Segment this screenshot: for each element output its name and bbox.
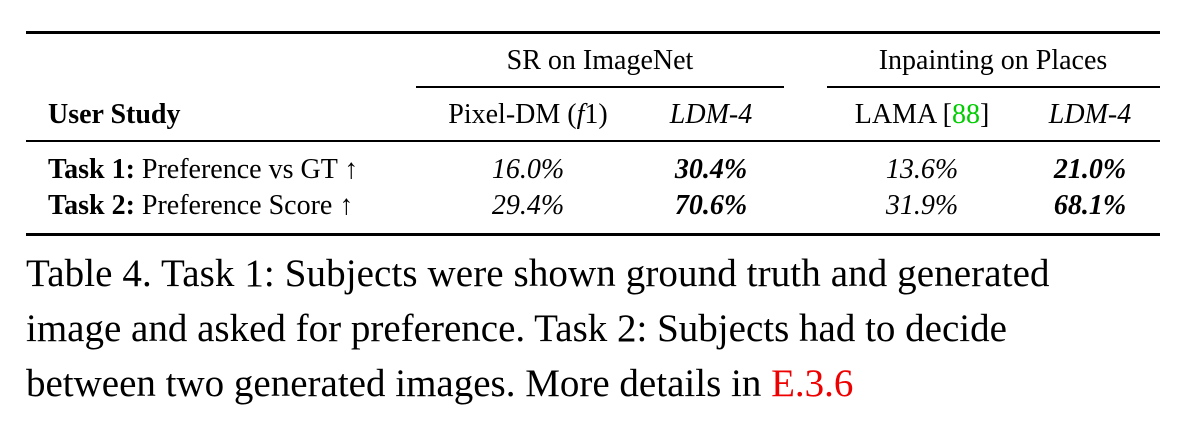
table-top-rule bbox=[26, 31, 1160, 34]
table-header-rule bbox=[26, 140, 1160, 142]
citation-link-88[interactable]: 88 bbox=[951, 99, 980, 130]
cell-task2-pixel-dm: 29.4% bbox=[491, 190, 565, 221]
caption-ref-link[interactable]: E.3.6 bbox=[771, 362, 854, 405]
cell-task1-lama: 13.6% bbox=[885, 154, 959, 185]
column-header-lama: LAMA [88] bbox=[854, 99, 990, 130]
row-header-user-study: User Study bbox=[48, 99, 181, 130]
caption-line-2: image and asked for preference. Task 2: … bbox=[26, 307, 1007, 350]
group-rule-sr-imagenet bbox=[416, 86, 784, 88]
group-header-inpainting-places: Inpainting on Places bbox=[878, 45, 1108, 76]
group-rule-inpainting-places bbox=[827, 86, 1160, 88]
caption-line-3: between two generated images. More detai… bbox=[26, 362, 854, 405]
cell-task2-ldm4-inpainting: 68.1% bbox=[1053, 190, 1127, 221]
group-header-sr-imagenet: SR on ImageNet bbox=[506, 45, 694, 76]
cell-task2-ldm4-sr: 70.6% bbox=[674, 190, 748, 221]
table-bottom-rule bbox=[26, 233, 1160, 236]
table-row-task1-label: Task 1: Preference vs GT ↑ bbox=[48, 154, 359, 185]
cell-task1-pixel-dm: 16.0% bbox=[491, 154, 565, 185]
column-header-ldm4-sr: LDM-4 bbox=[669, 99, 753, 130]
cell-task2-lama: 31.9% bbox=[885, 190, 959, 221]
table-row-task2-label: Task 2: Preference Score ↑ bbox=[48, 190, 354, 221]
caption-line-1: Table 4. Task 1: Subjects were shown gro… bbox=[26, 252, 1050, 295]
cell-task1-ldm4-inpainting: 21.0% bbox=[1053, 154, 1127, 185]
column-header-ldm4-inpainting: LDM-4 bbox=[1048, 99, 1132, 130]
cell-task1-ldm4-sr: 30.4% bbox=[674, 154, 748, 185]
column-header-pixel-dm: Pixel-DM (f1) bbox=[448, 99, 608, 130]
